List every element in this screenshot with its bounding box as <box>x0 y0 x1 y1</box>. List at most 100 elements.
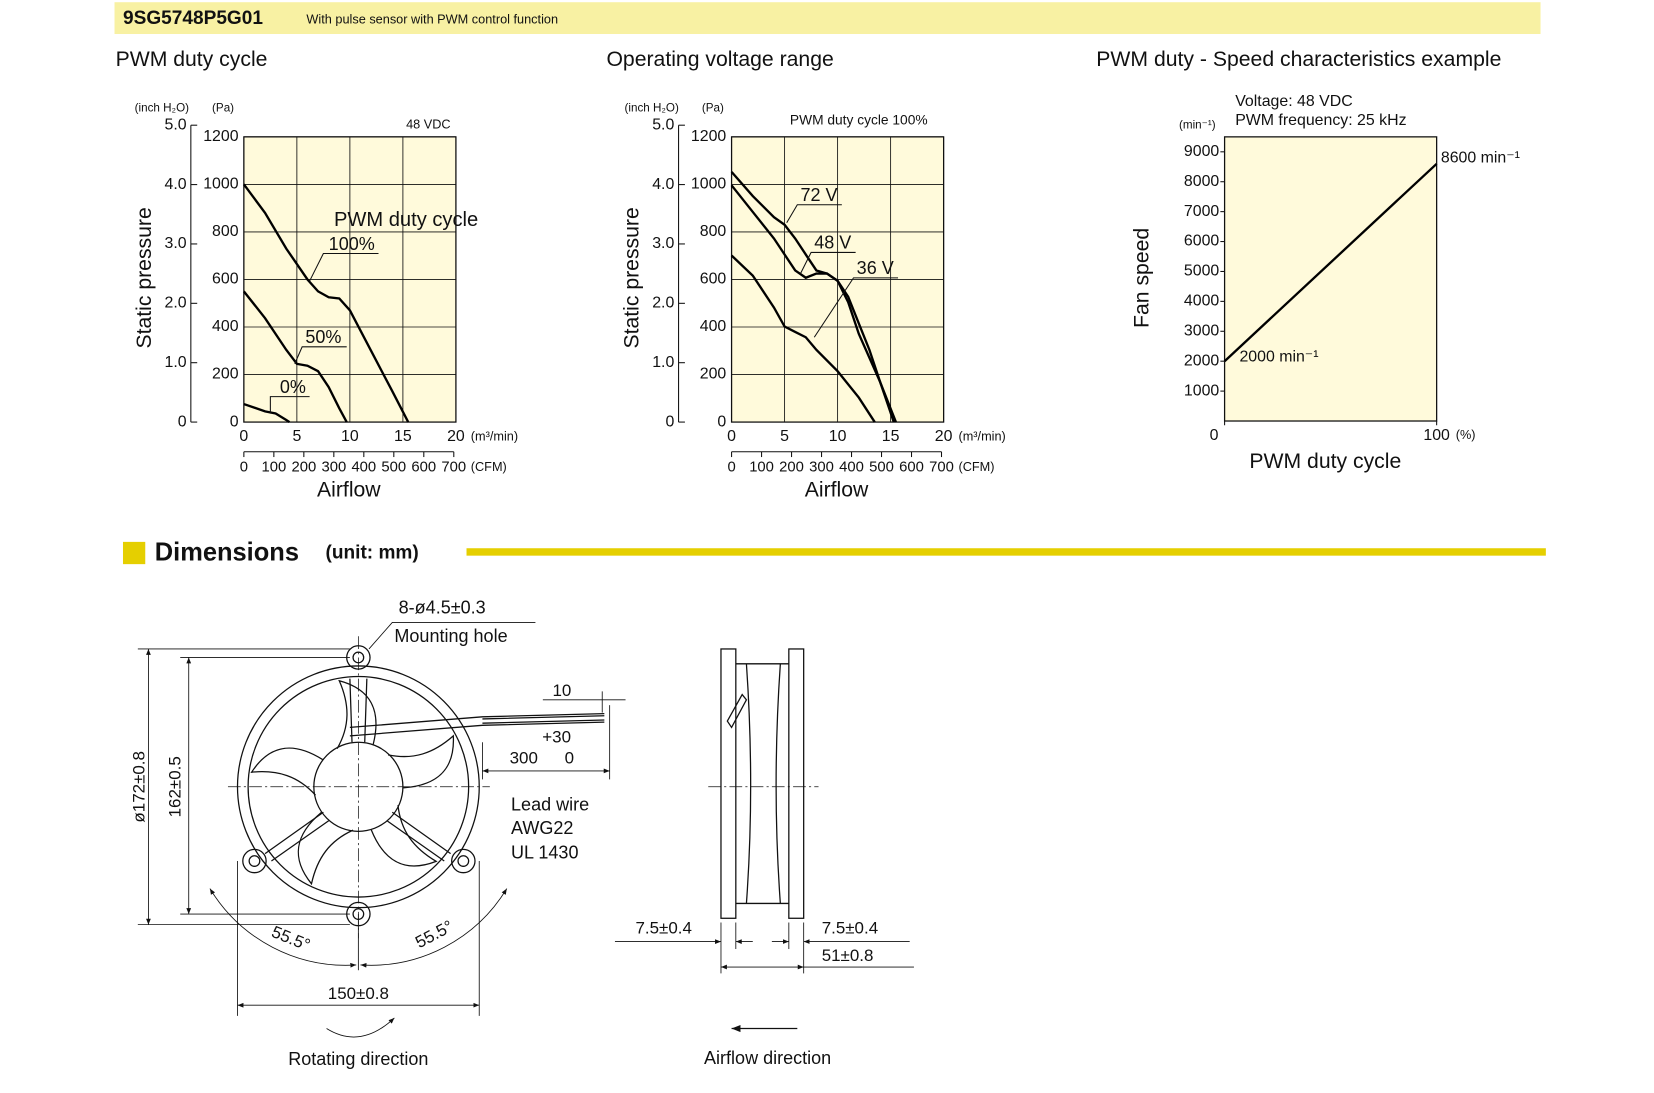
vertical-pitch: 162±0.5 <box>165 756 184 817</box>
x2-tick-label: 0 <box>240 460 248 476</box>
label-leader <box>294 346 347 364</box>
lead-outlet <box>726 693 748 729</box>
blade <box>336 679 377 749</box>
y-tick-label: 400 <box>212 318 239 335</box>
label-leader <box>309 252 379 282</box>
y2-tick-label: 1.0 <box>165 354 187 371</box>
boss <box>451 848 476 874</box>
hub <box>313 741 404 832</box>
label-leader <box>813 277 899 338</box>
strut <box>349 678 368 743</box>
series-line <box>1223 162 1438 363</box>
x2-tick-label: 500 <box>381 460 406 476</box>
flange <box>720 648 737 919</box>
y-tick-label: 5000 <box>1184 263 1220 280</box>
series-label: 72 V <box>800 185 837 205</box>
series-label: 48 V <box>814 233 851 253</box>
blade <box>297 811 354 886</box>
section-title: Dimensions <box>155 538 299 566</box>
y-tick-label: 200 <box>700 366 727 383</box>
outer-diameter: ø172±0.8 <box>129 751 148 823</box>
y-tick-label: 200 <box>212 366 239 383</box>
x-tick-label: 10 <box>341 428 359 445</box>
model-number: 9SG5748P5G01 <box>123 8 263 29</box>
y-axis-label: Fan speed <box>1131 228 1154 328</box>
y2-tick-label: 5.0 <box>652 116 674 133</box>
lead-tolerance: +30 <box>542 728 571 747</box>
annotation: PWM frequency: 25 kHz <box>1235 112 1406 129</box>
x2-tick-label: 700 <box>441 460 466 476</box>
x-tick-label: 20 <box>447 428 465 445</box>
hole-spec: 8-ø4.5±0.3 <box>399 597 486 617</box>
lead-wire-label: Lead wire <box>511 795 589 815</box>
label-leader <box>269 396 310 414</box>
y2-unit: (inch H₂O) <box>624 101 679 114</box>
angle-arc <box>360 888 508 968</box>
x2-tick-label: 100 <box>749 460 774 476</box>
angle-label: 55.5° <box>412 917 456 952</box>
hole-label: Mounting hole <box>394 626 507 646</box>
y-tick-label: 8000 <box>1184 173 1220 190</box>
strut <box>264 811 330 862</box>
y2-tick-label: 3.0 <box>165 235 187 252</box>
mounting-hole <box>352 651 365 664</box>
x2-tick-label: 300 <box>321 460 346 476</box>
blade-outline <box>250 747 323 796</box>
x-tick-label: 0 <box>727 428 736 445</box>
strip-length: 10 <box>553 681 572 700</box>
y-tick-label: 0 <box>230 413 239 430</box>
lead-length: 300 <box>510 749 538 768</box>
series-label: 100% <box>329 234 375 254</box>
flange-right: 7.5±0.4 <box>822 918 878 937</box>
label-leader <box>786 204 842 224</box>
y-tick-label: 600 <box>700 271 727 288</box>
y-axis-label: Static pressure <box>621 207 644 348</box>
x2-tick-label: 400 <box>351 460 376 476</box>
y-tick-label: 400 <box>700 318 727 335</box>
horizontal-pitch: 150±0.8 <box>328 984 389 1003</box>
angle-arc <box>209 888 357 968</box>
y-tick-label: 800 <box>212 223 239 240</box>
series-label: 36 V <box>857 258 894 278</box>
x-tick-label: 10 <box>829 428 847 445</box>
x-axis-label: PWM duty cycle <box>1249 450 1401 473</box>
angle-label: 55.5° <box>269 922 313 955</box>
annotation: 48 VDC <box>406 117 451 132</box>
flange <box>788 648 805 919</box>
series-label: 0% <box>280 377 306 397</box>
lead-wire <box>349 713 605 737</box>
x2-tick-label: 400 <box>839 460 864 476</box>
y2-tick-label: 3.0 <box>652 235 674 252</box>
x-tick-label: 0 <box>239 428 248 445</box>
boss <box>242 848 267 874</box>
series-line <box>242 290 348 423</box>
rotation-arrow <box>326 1017 395 1038</box>
annotation: PWM duty cycle <box>334 209 478 231</box>
blade-outline <box>336 679 377 749</box>
series-line <box>730 171 898 423</box>
mounting-hole <box>248 855 261 867</box>
y-unit: (Pa) <box>702 101 724 114</box>
y-tick-label: 600 <box>212 271 239 288</box>
y-tick-label: 0 <box>717 413 726 430</box>
x-tick-label: 20 <box>935 428 953 445</box>
header-band <box>114 2 1541 35</box>
y-tick-label: 1000 <box>691 176 727 193</box>
x-tick-label: 5 <box>780 428 789 445</box>
x2-tick-label: 700 <box>929 460 954 476</box>
mounting-hole <box>457 855 470 867</box>
airflow-label: Airflow direction <box>704 1048 831 1068</box>
x2-tick-label: 200 <box>779 460 804 476</box>
blade-outline <box>370 805 438 867</box>
y-unit: (Pa) <box>212 101 234 114</box>
y-axis-label: Static pressure <box>133 207 156 348</box>
fan-depth: 51±0.8 <box>822 946 874 965</box>
x2-unit: (CFM) <box>958 459 994 474</box>
strut <box>386 811 451 862</box>
frame-outer <box>236 665 480 909</box>
x2-tick-label: 100 <box>261 460 286 476</box>
y-tick-label: 6000 <box>1184 233 1220 250</box>
y2-tick-label: 0 <box>665 413 674 430</box>
